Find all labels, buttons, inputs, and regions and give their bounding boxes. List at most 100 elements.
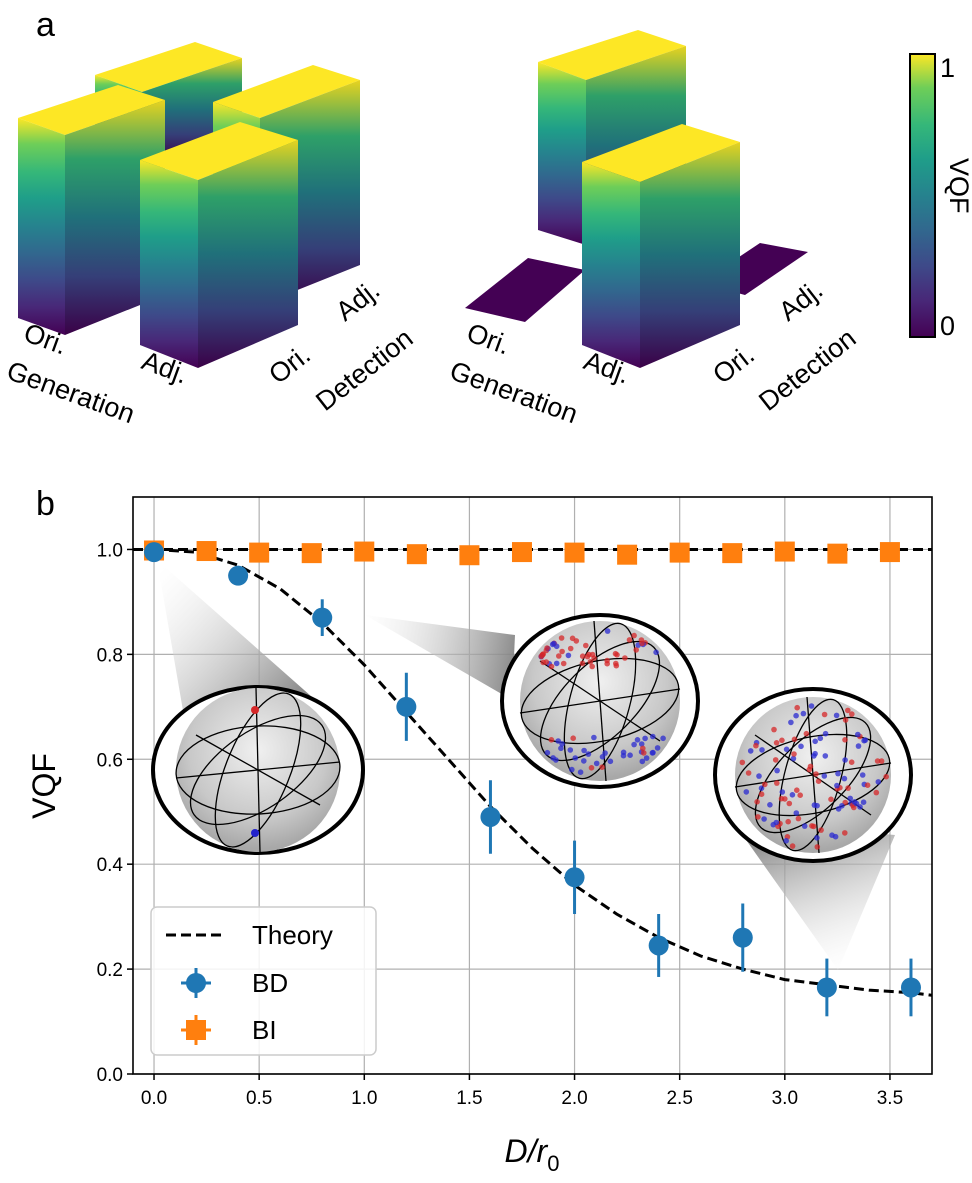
bi-point-2 [249,542,270,563]
bloch-dot [822,730,829,737]
bi-point-10 [669,542,690,563]
bloch-dot [553,757,559,763]
bloch-dot [544,645,550,651]
legend-theory-label: Theory [252,920,333,950]
bloch-points-middle [538,628,666,775]
bloch-dot [558,745,564,752]
bloch-dot [795,815,802,822]
cone-c [732,820,895,970]
bloch-dot [801,823,808,829]
bloch-dot [660,735,666,742]
det-tick-ori-right: Ori. [707,339,760,389]
bloch-dot [813,771,819,777]
bloch-dot [794,704,800,711]
bloch-dot [581,747,587,754]
bloch-dot [754,799,760,805]
bloch-dot [848,759,855,765]
bloch-dot [767,802,773,808]
bi-point-6 [459,545,480,566]
bi-point-12 [774,541,795,562]
bi-point-7 [511,542,532,563]
bloch-dot [558,635,565,641]
x-tick-label-7: 3.5 [877,1088,903,1109]
bloch-dot [883,773,889,780]
bi-series [144,540,900,566]
bloch-dot [855,731,861,738]
y-ticks: 0.0 0.2 0.4 0.6 0.8 1.0 [97,540,133,1086]
bloch-dot [832,833,839,840]
bloch-dot [579,653,586,659]
bloch-dot [774,780,780,786]
bloch-dot [855,743,862,749]
bloch-dot [572,755,579,761]
bloch-dot [800,710,807,717]
bloch-dot [859,772,866,778]
bloch-dot [847,795,853,802]
bloch-dot [762,781,768,788]
bloch-dot [587,659,594,665]
bloch-dot [817,735,824,742]
bloch-dot [607,758,614,765]
bloch-dot [584,653,591,660]
bloch-sphere-middle [500,613,700,789]
bloch-dot [786,800,793,807]
bloch-dot [803,730,810,737]
bloch-dot [788,719,794,726]
bloch-dot [842,737,848,743]
bloch-dot [753,742,759,749]
panel-b-label: b [36,485,55,523]
bloch-dot [599,754,606,760]
bloch-dot [567,747,574,753]
bloch-dot [808,703,815,709]
bloch-dot [790,755,797,762]
legend-bi-swatch [186,1020,206,1040]
bloch-dot [771,726,777,733]
bloch-dot [591,734,597,741]
bloch-dot [773,819,780,826]
bloch-dot [758,785,765,791]
bd-point-6 [648,935,669,956]
theory-line-curve [153,548,932,997]
bloch-dot [798,743,804,750]
bloch-dot [560,660,567,667]
bloch-dot [544,749,551,756]
bloch-point-blue [251,829,259,837]
bloch-dot [791,751,797,757]
bloch-dot [612,650,619,657]
x-tick-label-6: 3.0 [772,1088,798,1109]
bloch-dot [875,779,882,785]
bd-point-3 [396,696,417,717]
bloch-dot [862,737,869,743]
bi-point-3 [301,543,322,564]
colorbar: 1 0 VQF [909,53,972,341]
bloch-dot [548,737,555,743]
bd-series [144,542,921,1017]
bloch-dot [747,748,754,754]
colorbar-label: VQF [944,158,972,214]
bloch-dot [873,789,880,796]
det-axis-label-right: Detection [753,323,861,417]
bloch-dot [633,647,639,653]
legend-box [150,906,377,1056]
bloch-dot [842,757,848,763]
bloch-dot [756,773,762,779]
bloch-dot [559,648,565,655]
legend-bi-label: BI [252,1015,277,1045]
bloch-dot [638,741,645,747]
bd-point-7 [732,927,753,948]
bar3d-left-adj-ori [140,122,298,368]
x-tick-label-0: 0.0 [141,1088,167,1109]
bloch-dot [821,711,828,718]
bd-point-1 [228,565,249,586]
bloch-dot [543,659,550,665]
bloch-dot [565,652,572,659]
bloch-dot [538,653,545,660]
bar3d-right-adj-ori [582,124,740,368]
bi-point-9 [617,544,638,565]
bloch-dot [774,767,780,774]
x-tick-label-5: 2.5 [666,1088,692,1109]
bloch-dot [758,791,765,797]
bloch-dot [620,752,627,759]
det-axis-label-left: Detection [310,323,418,417]
cone-b [365,615,515,700]
